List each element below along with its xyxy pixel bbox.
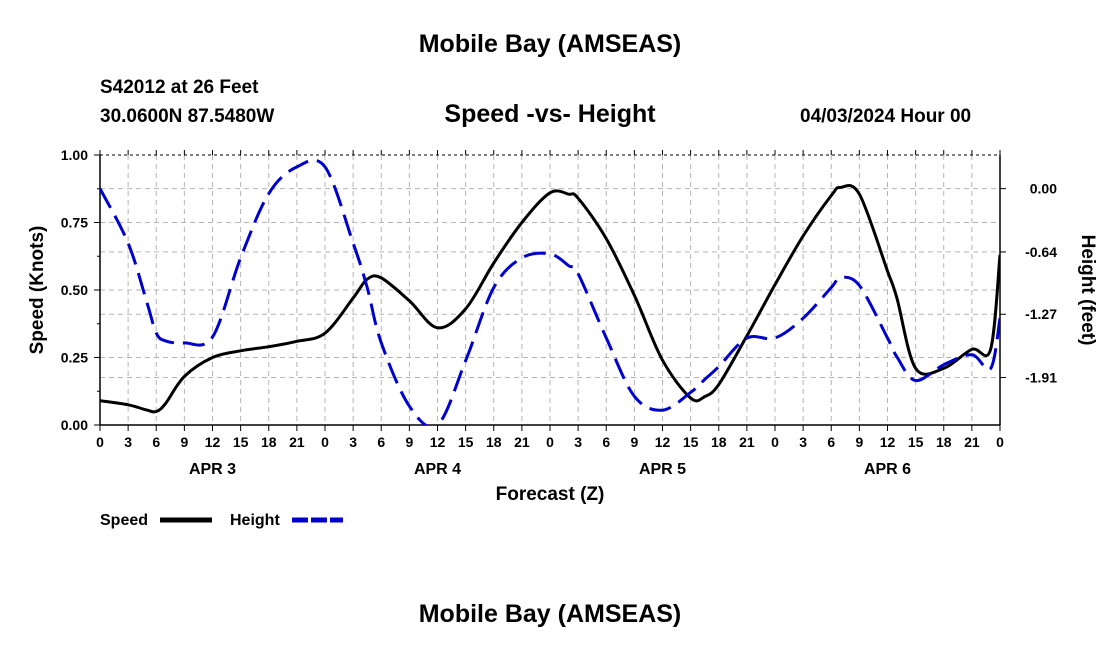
datetime-label: 04/03/2024 Hour 00: [800, 106, 972, 127]
x-tick-label: 12: [655, 434, 671, 450]
chart-title: Speed -vs- Height: [444, 100, 656, 128]
x-tick-label: 12: [205, 434, 221, 450]
x-tick-label: 15: [233, 434, 249, 450]
y-left-tick-label: 0.25: [61, 350, 88, 366]
legend-label-height: Height: [230, 512, 280, 529]
y-right-tick-label: 0.00: [1030, 181, 1057, 197]
y-left-tick-label: 0.75: [61, 215, 88, 231]
coordinates-label: 30.0600N 87.5480W: [100, 106, 275, 127]
x-tick-label: 0: [546, 434, 554, 450]
x-tick-label: 12: [430, 434, 446, 450]
page-title: Mobile Bay (AMSEAS): [418, 30, 682, 58]
x-tick-label: 12: [880, 434, 896, 450]
x-tick-label: 3: [349, 434, 357, 450]
x-tick-label: 0: [321, 434, 329, 450]
x-tick-label: 9: [855, 434, 863, 450]
x-tick-label: 15: [683, 434, 699, 450]
x-tick-label: 21: [289, 434, 305, 450]
x-tick-label: 21: [514, 434, 530, 450]
x-tick-label: 18: [711, 434, 727, 450]
x-tick-label: 0: [771, 434, 779, 450]
x-tick-label: 3: [799, 434, 807, 450]
y-right-tick-label: -0.64: [1025, 244, 1057, 260]
x-tick-label: 6: [827, 434, 835, 450]
x-tick-label: 3: [124, 434, 132, 450]
x-tick-label: 15: [908, 434, 924, 450]
y-right-tick-label: -1.91: [1025, 370, 1057, 386]
footer-title: Mobile Bay (AMSEAS): [418, 600, 682, 628]
x-tick-label: 0: [996, 434, 1004, 450]
grid-lines: [100, 155, 1000, 425]
x-tick-label: 15: [458, 434, 474, 450]
x-tick-label: 9: [405, 434, 413, 450]
y-right-tick-label: -1.27: [1025, 306, 1057, 322]
x-tick-label: 21: [739, 434, 755, 450]
y-left-tick-label: 0.00: [61, 417, 88, 433]
x-day-label: APR 3: [189, 461, 236, 478]
x-tick-label: 3: [574, 434, 582, 450]
x-tick-label: 21: [964, 434, 980, 450]
x-tick-label: 9: [630, 434, 638, 450]
x-tick-label: 6: [377, 434, 385, 450]
station-label: S42012 at 26 Feet: [100, 77, 259, 98]
x-tick-label: 6: [152, 434, 160, 450]
x-tick-label: 0: [96, 434, 104, 450]
series-line-speed: [100, 183, 1000, 414]
x-tick-label: 18: [486, 434, 502, 450]
x-day-label: APR 5: [639, 461, 686, 478]
y-left-tick-label: 1.00: [61, 147, 88, 163]
x-axis-label: Forecast (Z): [496, 484, 605, 505]
x-tick-label: 6: [602, 434, 610, 450]
x-tick-label: 18: [936, 434, 952, 450]
x-day-label: APR 4: [414, 461, 461, 478]
y-right-axis-label: Height (feet): [1077, 235, 1098, 346]
y-left-tick-label: 0.50: [61, 282, 88, 298]
y-left-axis-label: Speed (Knots): [27, 226, 48, 355]
x-day-label: APR 6: [864, 461, 911, 478]
legend-label-speed: Speed: [100, 512, 148, 529]
series-line-height: [100, 158, 1000, 425]
x-tick-label: 9: [180, 434, 188, 450]
x-tick-label: 18: [261, 434, 277, 450]
